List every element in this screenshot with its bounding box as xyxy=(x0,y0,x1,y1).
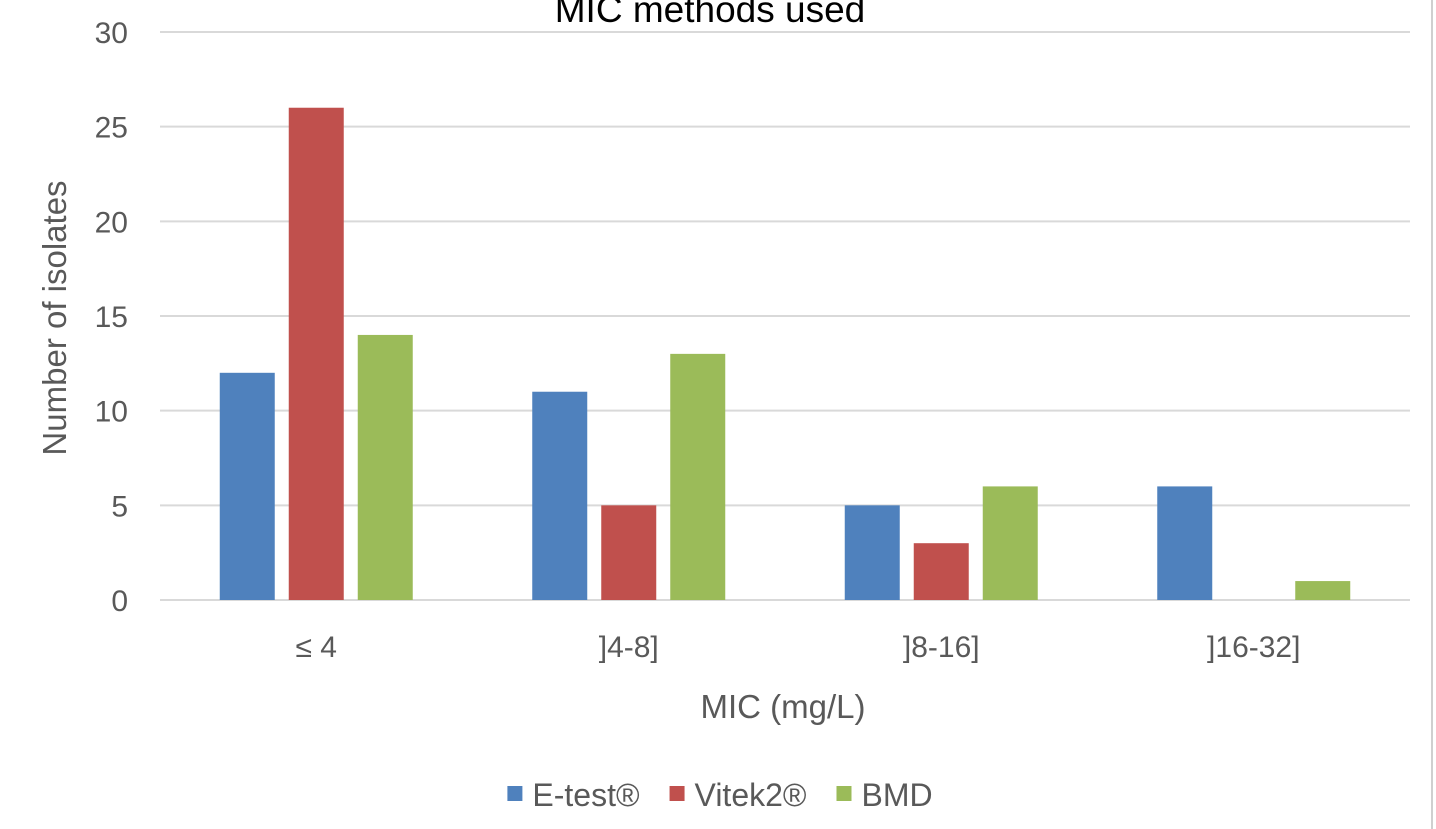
y-axis-title: Number of isolates xyxy=(36,180,73,455)
y-tick-label: 0 xyxy=(111,585,128,618)
y-tick-label: 30 xyxy=(95,17,128,50)
y-tick-label: 10 xyxy=(95,396,128,429)
x-tick-label: ]4-8] xyxy=(599,631,659,664)
x-tick-label: ≤ 4 xyxy=(296,631,337,664)
legend-item: Vitek2® xyxy=(669,777,807,813)
x-axis-ticks: ≤ 4 ]4-8] ]8-16] ]16-32] xyxy=(296,631,1301,664)
bar xyxy=(601,505,657,600)
gridlines xyxy=(160,31,1410,601)
bar xyxy=(288,107,344,600)
bar xyxy=(982,486,1038,600)
legend: E-test® Vitek2® BMD xyxy=(507,777,933,813)
legend-item: BMD xyxy=(836,777,933,813)
x-tick-label: ]16-32] xyxy=(1207,631,1300,664)
bar xyxy=(532,391,588,600)
bar xyxy=(1157,486,1213,600)
legend-swatch xyxy=(507,786,523,801)
legend-swatch xyxy=(836,786,852,801)
x-tick-label: ]8-16] xyxy=(903,631,980,664)
legend-label: Vitek2® xyxy=(695,777,807,813)
legend-label: E-test® xyxy=(532,777,640,813)
y-tick-label: 25 xyxy=(95,112,128,145)
legend-item: E-test® xyxy=(507,777,640,813)
bar xyxy=(913,543,969,600)
legend-swatch xyxy=(669,786,685,801)
x-axis-title: MIC (mg/L) xyxy=(701,688,866,725)
bar xyxy=(844,505,900,600)
bars xyxy=(219,107,1351,600)
y-tick-label: 5 xyxy=(111,490,128,523)
y-axis-ticks: 0 5 10 15 20 25 30 xyxy=(95,17,128,618)
bar xyxy=(670,353,726,600)
chart-title: MIC methods used xyxy=(555,0,866,30)
bar xyxy=(219,372,275,600)
y-tick-label: 20 xyxy=(95,206,128,239)
legend-label: BMD xyxy=(861,777,932,813)
bar xyxy=(1295,581,1351,600)
y-tick-label: 15 xyxy=(95,301,128,334)
bar xyxy=(357,334,413,600)
